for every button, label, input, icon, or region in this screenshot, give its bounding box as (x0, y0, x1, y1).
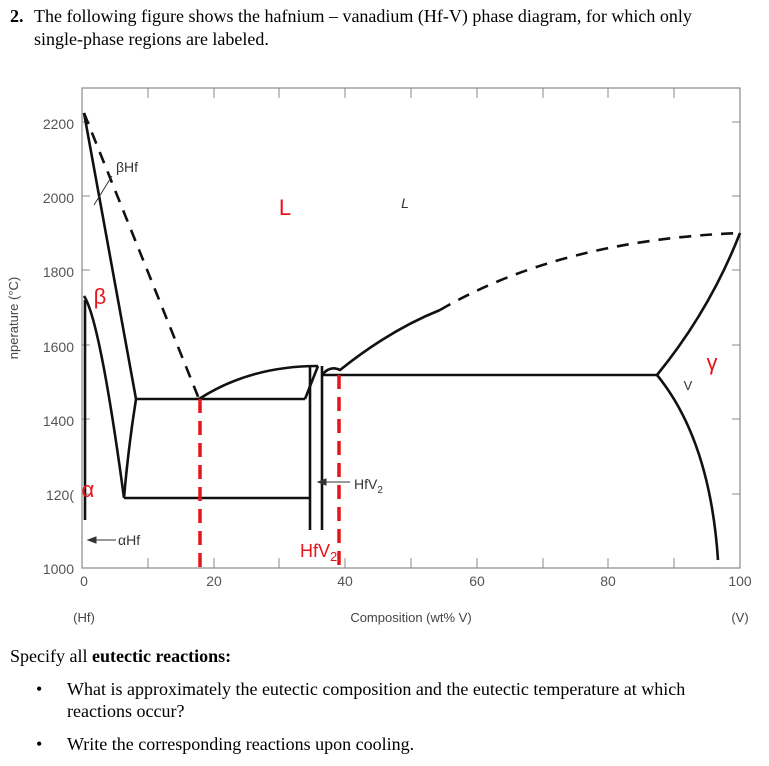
phase-label: α (82, 477, 95, 502)
x-tick-label: 40 (337, 573, 353, 589)
phase-diagram: 2200 2000 1800 1600 1400 120( 1000 0 20 … (6, 87, 752, 625)
x-tick-label: 100 (728, 573, 752, 589)
prompt-line: Specify all eutectic reactions: (10, 646, 231, 667)
x-tick-label: 80 (600, 573, 616, 589)
x-tick-label: 60 (469, 573, 485, 589)
y-tick-label: 120( (46, 487, 74, 503)
y-tick-label: 1000 (43, 561, 74, 577)
x-end-label: (V) (731, 610, 748, 625)
phase-boundaries (82, 112, 742, 561)
label-text: HfV (300, 541, 330, 561)
label-subscript: 2 (377, 485, 383, 496)
y-tick-label: 1600 (43, 339, 74, 355)
phase-label: βHf (116, 159, 138, 175)
prompt-lead: Specify all (10, 646, 88, 666)
phase-label: L (401, 195, 409, 211)
x-end-label: (Hf) (73, 610, 95, 625)
y-tick-label: 1400 (43, 413, 74, 429)
bullet-text: Write the corresponding reactions upon c… (67, 734, 415, 754)
y-tick-label: 2200 (43, 116, 74, 132)
y-axis-label: nperature (°C) (6, 277, 21, 360)
red-guides (198, 375, 341, 568)
x-tick-label: 0 (80, 573, 88, 589)
bullet-text: What is approximately the eutectic compo… (67, 679, 686, 699)
phase-label: L (279, 195, 291, 220)
plot-frame (81, 87, 741, 569)
prompt-bold: eutectic reactions: (91, 646, 232, 666)
phase-label: γ (707, 350, 718, 375)
phase-label: β (94, 284, 107, 309)
dashed-boundaries (82, 112, 741, 400)
bullet: • (36, 679, 43, 699)
phase-label: αHf (118, 532, 140, 548)
question-line: The following figure shows the hafnium –… (34, 6, 692, 26)
x-axis-label: Composition (wt% V) (350, 610, 471, 625)
x-tick-label: 20 (206, 573, 222, 589)
bullet-text: reactions occur? (67, 701, 185, 721)
label-text: HfV (354, 476, 378, 492)
pointers (86, 175, 350, 544)
y-tick-label: 1800 (43, 264, 74, 280)
phase-label: HfV2 (354, 476, 383, 496)
ticks (82, 88, 740, 568)
y-tick-label: 2000 (43, 190, 74, 206)
bullet: • (36, 734, 43, 754)
phase-label: V (684, 378, 693, 393)
phase-label: HfV2 (300, 541, 337, 564)
label-subscript: 2 (330, 549, 337, 564)
question-number: 2. (10, 6, 24, 26)
question-line: single-phase regions are labeled. (34, 29, 269, 49)
